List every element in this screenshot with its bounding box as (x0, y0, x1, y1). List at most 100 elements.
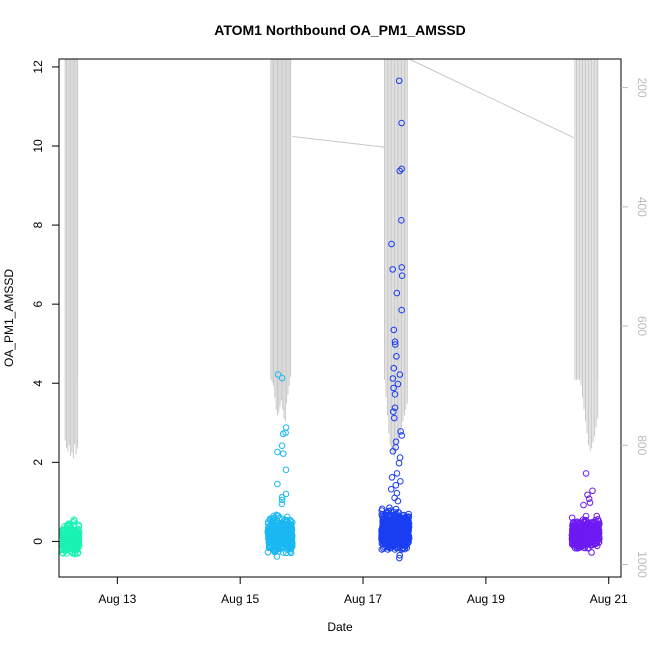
data-point (268, 533, 275, 541)
data-point (390, 326, 398, 334)
data-point (573, 518, 581, 526)
data-point (73, 528, 81, 536)
data-point (69, 537, 77, 545)
data-point (584, 491, 591, 499)
data-point (398, 217, 405, 224)
data-point (398, 272, 406, 279)
data-point (282, 490, 290, 498)
data-point (395, 459, 403, 467)
y2-tick-label: 400 (635, 197, 649, 217)
data-point (593, 512, 601, 520)
y-tick-label: 0 (31, 538, 45, 545)
data-point (389, 375, 397, 382)
x-tick-label: Aug 17 (344, 592, 382, 606)
data-point (403, 528, 411, 536)
data-point (398, 526, 405, 534)
data-point (582, 537, 590, 544)
data-point (387, 513, 395, 521)
data-point (383, 526, 391, 534)
data-point (265, 526, 273, 533)
data-point (391, 341, 399, 348)
data-point (581, 538, 588, 546)
data-point (278, 442, 286, 450)
data-point (378, 546, 386, 553)
chart-title: ATOM1 Northbound OA_PM1_AMSSD (214, 22, 466, 38)
data-point (388, 240, 395, 248)
x-axis-label: Date (327, 620, 353, 634)
pressure-link-line (292, 135, 385, 148)
x-tick-label: Aug 19 (467, 592, 505, 606)
data-point (397, 478, 404, 485)
data-point (397, 531, 405, 539)
data-point (396, 554, 403, 562)
y-tick-label: 10 (31, 139, 45, 153)
data-point (568, 514, 576, 522)
data-point (386, 539, 394, 546)
data-point (398, 119, 405, 127)
secondary-y-axis: 200 400 600 800 1000 (621, 78, 649, 578)
data-point (391, 338, 399, 346)
data-point (394, 497, 402, 505)
data-point (595, 518, 603, 525)
data-point (395, 77, 403, 85)
y-axis: 0 2 4 6 8 10 12 (31, 60, 59, 545)
data-point (584, 544, 592, 552)
data-point (278, 493, 286, 501)
data-point (71, 550, 79, 558)
data-point (389, 408, 397, 416)
data-point (75, 523, 83, 530)
data-point (393, 470, 401, 477)
data-point (573, 542, 581, 550)
data-point (286, 516, 294, 524)
data-point (284, 532, 291, 539)
data-point (275, 529, 282, 536)
data-point (404, 519, 411, 527)
data-point (390, 414, 398, 422)
y2-tick-label: 1000 (635, 551, 649, 578)
data-point (582, 512, 590, 520)
data-point (389, 266, 396, 273)
x-axis: Aug 13 Aug 15 Aug 17 Aug 19 Aug 21 (98, 577, 628, 606)
x-tick-label: Aug 15 (221, 592, 259, 606)
data-point (59, 545, 66, 553)
data-point (568, 535, 576, 543)
data-point (387, 485, 395, 493)
data-point (386, 504, 393, 512)
data-point (288, 527, 295, 534)
data-point (401, 545, 409, 553)
data-point (384, 523, 391, 531)
data-point (580, 501, 587, 509)
data-point (393, 353, 400, 360)
data-point (391, 519, 399, 527)
data-point (274, 448, 281, 456)
data-point (265, 542, 273, 549)
data-point (65, 520, 72, 527)
data-point (278, 500, 286, 508)
data-point (281, 538, 288, 545)
data-point (279, 450, 287, 457)
x-tick-label: Aug 21 (590, 592, 628, 606)
data-point (593, 525, 601, 533)
x-tick-label: Aug 13 (98, 592, 136, 606)
data-point (394, 380, 402, 388)
data-point (384, 540, 392, 548)
data-point (396, 371, 404, 378)
data-point (75, 534, 83, 542)
y-tick-label: 8 (31, 221, 45, 228)
data-point (74, 540, 81, 547)
data-point (391, 404, 399, 412)
y-tick-label: 4 (31, 380, 45, 387)
data-point (582, 470, 590, 477)
data-point (61, 533, 68, 540)
data-point (392, 481, 400, 489)
y2-tick-label: 200 (635, 78, 649, 98)
data-point (378, 534, 386, 542)
scatter-series (58, 77, 603, 562)
data-point (70, 516, 78, 523)
y2-tick-label: 800 (635, 435, 649, 455)
y-tick-label: 6 (31, 301, 45, 308)
data-point (398, 432, 406, 439)
data-point (61, 540, 69, 547)
data-point (586, 499, 594, 506)
